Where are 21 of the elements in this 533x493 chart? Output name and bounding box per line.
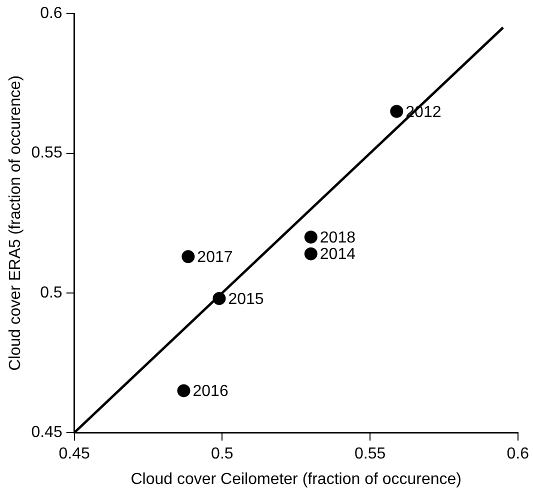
- point: [177, 384, 190, 398]
- point: [212, 292, 226, 306]
- x-tick-label: 0.55: [354, 446, 386, 463]
- y-tick-label: 0.45: [31, 424, 62, 442]
- point: [304, 247, 318, 260]
- y-tick-label: 0.55: [31, 144, 62, 162]
- x-tick-label: 0.45: [58, 446, 90, 463]
- y-axis-title: Cloud cover ERA5 (fraction of occurence): [7, 75, 24, 371]
- y-tick-label: 0.6: [40, 5, 62, 22]
- x-tick-label: 0.6: [506, 446, 530, 463]
- point: [182, 250, 195, 264]
- point: [304, 230, 318, 244]
- annotation: 2016: [192, 383, 228, 400]
- annotation: 2018: [320, 229, 356, 246]
- x-tick-label: 0.5: [211, 446, 234, 463]
- annotation: 2014: [320, 246, 356, 264]
- y-tick-label: 0.5: [40, 284, 62, 302]
- annotation: 2017: [197, 249, 233, 266]
- point: [390, 104, 404, 118]
- x-axis-title: Cloud cover Ceilometer (fraction of occurence): [130, 470, 462, 488]
- annotation: 2015: [228, 290, 264, 308]
